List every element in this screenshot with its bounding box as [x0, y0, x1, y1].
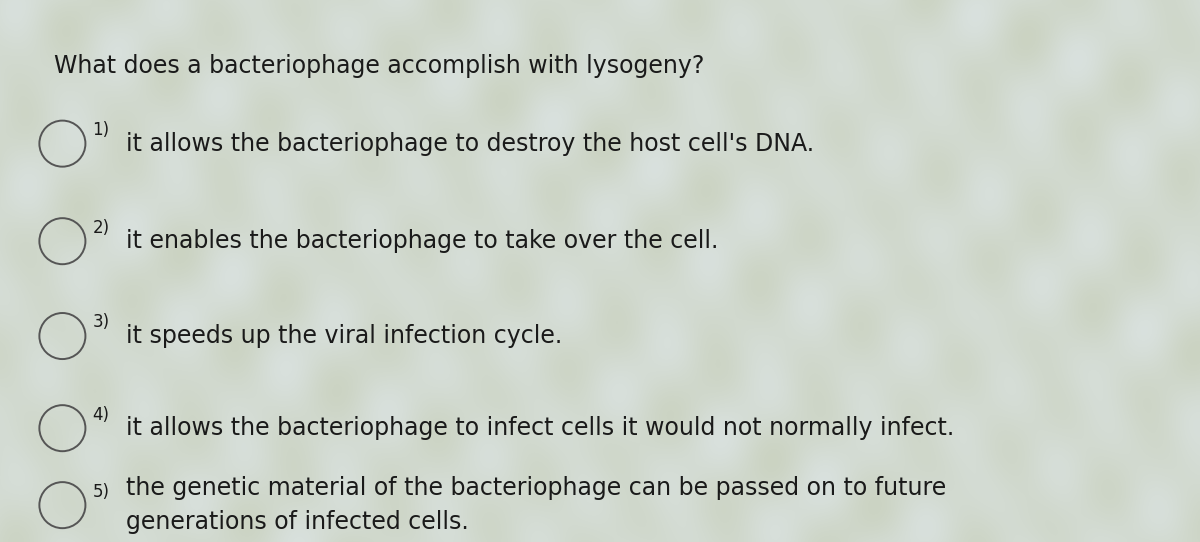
- Text: 3): 3): [92, 313, 109, 332]
- Text: 4): 4): [92, 405, 109, 424]
- Text: What does a bacteriophage accomplish with lysogeny?: What does a bacteriophage accomplish wit…: [54, 54, 704, 78]
- Point: [53, 332, 72, 340]
- Text: 1): 1): [92, 121, 109, 139]
- Text: it enables the bacteriophage to take over the cell.: it enables the bacteriophage to take ove…: [126, 229, 719, 253]
- Text: 5): 5): [92, 482, 109, 501]
- Text: it allows the bacteriophage to infect cells it would not normally infect.: it allows the bacteriophage to infect ce…: [126, 416, 954, 440]
- Point: [53, 424, 72, 433]
- Text: it allows the bacteriophage to destroy the host cell's DNA.: it allows the bacteriophage to destroy t…: [126, 132, 814, 156]
- Point: [53, 501, 72, 509]
- Text: it speeds up the viral infection cycle.: it speeds up the viral infection cycle.: [126, 324, 563, 348]
- Text: 2): 2): [92, 218, 109, 237]
- Point: [53, 237, 72, 246]
- Point: [53, 139, 72, 148]
- Text: the genetic material of the bacteriophage can be passed on to future
generations: the genetic material of the bacteriophag…: [126, 476, 947, 534]
